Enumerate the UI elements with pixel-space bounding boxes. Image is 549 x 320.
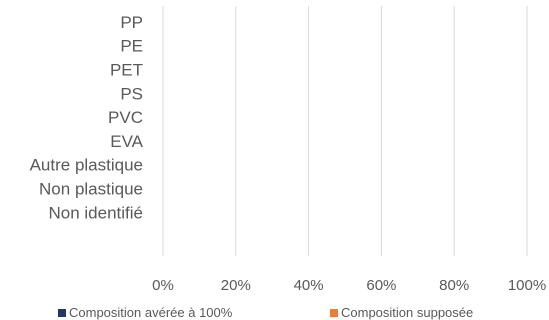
legend-label: Composition supposée — [341, 305, 473, 320]
category-label: PS — [120, 84, 143, 103]
x-tick-label: 60% — [366, 277, 396, 294]
category-label: Non identifié — [48, 203, 143, 222]
legend-swatch — [58, 309, 66, 317]
x-tick-labels: 0% 20% 40% 60% 80% 100% — [152, 277, 546, 294]
category-labels: PP PE PET PS PVC EVA Autre plastique Non plasti… — [30, 13, 144, 222]
category-label: PE — [120, 37, 143, 56]
x-tick-label: 40% — [294, 277, 324, 294]
category-label: EVA — [110, 132, 143, 151]
category-label: PVC — [108, 108, 143, 127]
legend: Composition avérée à 100% Composition sup… — [58, 305, 473, 320]
x-tick-label: 80% — [439, 277, 469, 294]
x-tick-label: 100% — [508, 277, 546, 294]
category-label: Non plastique — [39, 180, 143, 199]
x-tick-label: 0% — [152, 277, 174, 294]
gridlines — [162, 6, 528, 256]
category-label: Autre plastique — [30, 156, 143, 175]
legend-swatch — [330, 309, 338, 317]
category-label: PET — [110, 61, 143, 80]
legend-label: Composition avérée à 100% — [69, 305, 233, 320]
category-label: PP — [120, 13, 143, 32]
x-tick-label: 20% — [221, 277, 251, 294]
